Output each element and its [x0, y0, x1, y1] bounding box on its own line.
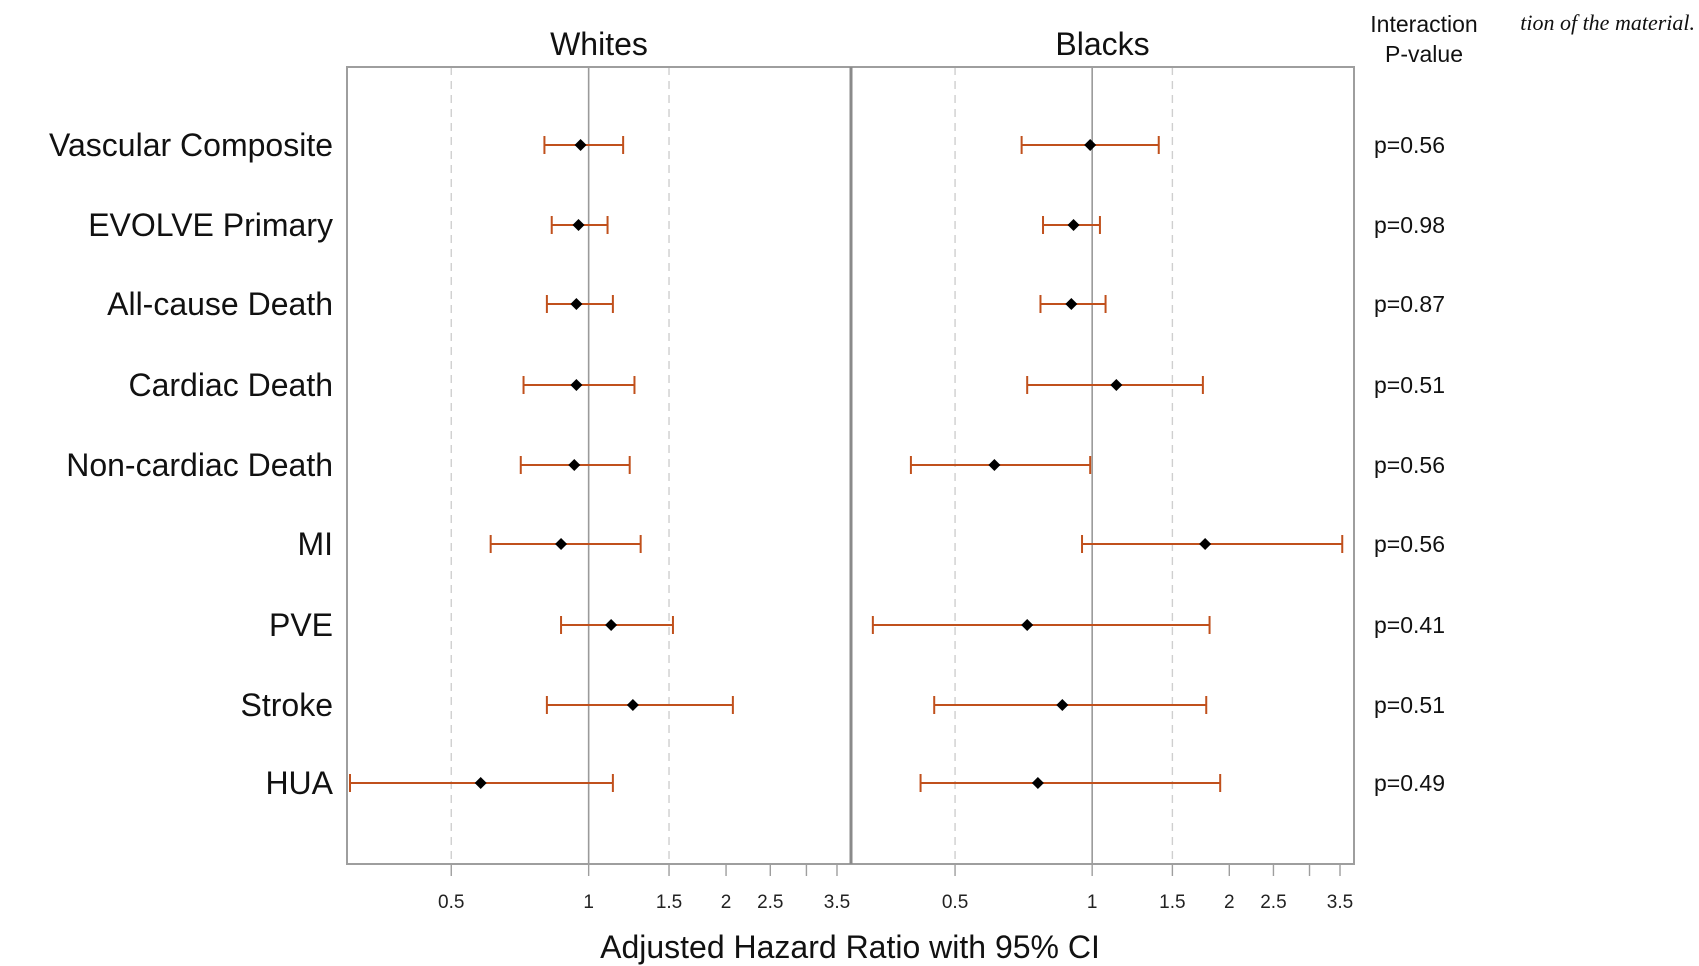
point-estimate: [575, 139, 587, 151]
x-tick-label: 2.5: [757, 892, 783, 913]
row-label: HUA: [265, 765, 333, 801]
interaction-p-value: p=0.49: [1374, 770, 1445, 796]
x-tick-label: 1.5: [1159, 892, 1185, 913]
interaction-p-value: p=0.41: [1374, 612, 1445, 638]
interaction-p-value: p=0.51: [1374, 372, 1445, 398]
point-estimate: [572, 219, 584, 231]
pvalue-header-line-1: Interaction: [1370, 11, 1477, 37]
x-tick-label: 2: [1224, 892, 1235, 913]
row-label: MI: [297, 526, 333, 562]
point-estimate: [570, 379, 582, 391]
row-label: All-cause Death: [107, 286, 333, 322]
panel-title-blacks: Blacks: [1055, 26, 1149, 62]
point-estimate: [555, 538, 567, 550]
interaction-p-value: p=0.56: [1374, 452, 1445, 478]
point-estimate: [1084, 139, 1096, 151]
x-tick-label: 2.5: [1260, 892, 1286, 913]
row-label: Stroke: [241, 687, 333, 723]
row-label: EVOLVE Primary: [88, 207, 333, 243]
row-label: Vascular Composite: [49, 127, 333, 163]
pvalue-header-line-2: P-value: [1385, 41, 1463, 67]
interaction-p-value: p=0.98: [1374, 212, 1445, 238]
x-tick-label: 1.5: [656, 892, 682, 913]
x-tick-label: 0.5: [438, 892, 464, 913]
row-label: Non-cardiac Death: [66, 447, 333, 483]
point-estimate: [605, 619, 617, 631]
row-label: PVE: [269, 607, 333, 643]
interaction-p-value: p=0.56: [1374, 531, 1445, 557]
panel-title-whites: Whites: [550, 26, 648, 62]
point-estimate: [1199, 538, 1211, 550]
point-estimate: [475, 777, 487, 789]
x-tick-label: 3.5: [824, 892, 850, 913]
x-tick-label: 2: [721, 892, 732, 913]
point-estimate: [1056, 699, 1068, 711]
x-tick-label: 3.5: [1327, 892, 1353, 913]
point-estimate: [627, 699, 639, 711]
x-tick-label: 0.5: [942, 892, 968, 913]
interaction-p-value: p=0.51: [1374, 692, 1445, 718]
point-estimate: [1065, 298, 1077, 310]
point-estimate: [1021, 619, 1033, 631]
interaction-p-value: p=0.87: [1374, 291, 1445, 317]
point-estimate: [1032, 777, 1044, 789]
point-estimate: [1068, 219, 1080, 231]
x-axis-label: Adjusted Hazard Ratio with 95% CI: [600, 929, 1100, 965]
row-label: Cardiac Death: [128, 367, 333, 403]
interaction-p-value: p=0.56: [1374, 132, 1445, 158]
x-tick-label: 1: [1087, 892, 1098, 913]
point-estimate: [988, 459, 1000, 471]
x-tick-label: 1: [583, 892, 594, 913]
point-estimate: [568, 459, 580, 471]
point-estimate: [1110, 379, 1122, 391]
point-estimate: [570, 298, 582, 310]
